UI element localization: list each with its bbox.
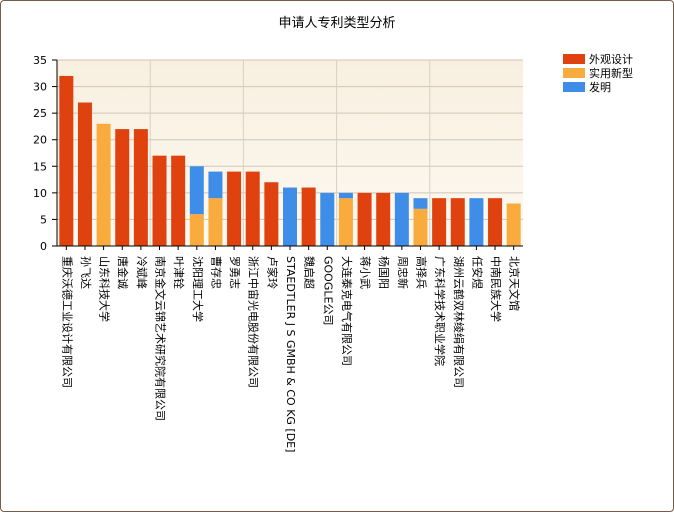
- x-tick-label: 杨国阳: [377, 256, 391, 289]
- bar-segment: [338, 192, 353, 199]
- bar-segment: [171, 155, 186, 246]
- legend-label: 实用新型: [589, 66, 633, 80]
- y-tick-label: 0: [40, 240, 47, 253]
- x-tick-label: 北京天文馆: [508, 256, 522, 311]
- x-tick-label: 周忠新: [396, 256, 410, 289]
- y-tick-label: 35: [33, 54, 47, 67]
- bar-segment: [208, 198, 223, 246]
- bar-segment: [432, 198, 447, 246]
- x-tick-label: 蒋小武: [359, 256, 372, 289]
- bar-segment: [189, 166, 204, 215]
- bars-group: [59, 75, 521, 246]
- bar-segment: [96, 123, 111, 246]
- x-tick-label: 中南民族大学: [489, 256, 503, 322]
- bar-segment: [283, 187, 297, 246]
- y-tick-label: 25: [33, 107, 47, 120]
- x-axis-labels: 重庆沃德工业设计有限公司 孙飞达 山东科技大学 唐金诚 冷斌峰 南京金文云锦艺术研究院有限…: [60, 246, 522, 452]
- x-tick-label: 南京金文云锦艺术研究院有限公司: [154, 256, 168, 421]
- bar-segment: [189, 214, 204, 246]
- bar-segment: [357, 192, 372, 246]
- bar-segment: [208, 171, 223, 199]
- x-tick-label: 浙江中宙光电股份有限公司: [247, 256, 261, 388]
- bar-segment: [152, 155, 167, 246]
- bar-segment: [488, 198, 503, 246]
- x-tick-label: STAEDTLER J S GMBH & CO KG [DE]: [284, 256, 297, 452]
- bar-segment: [320, 192, 335, 246]
- x-tick-label: 湖州云鹤双林绫绢有限公司: [452, 256, 466, 388]
- x-tick-label: 大连泰克电气有限公司: [340, 256, 354, 366]
- x-tick-label: 曹存忠: [209, 256, 223, 289]
- legend-label: 外观设计: [589, 53, 633, 66]
- x-tick-label: 高择兵: [414, 256, 428, 289]
- y-tick-label: 10: [33, 187, 47, 200]
- x-tick-label: 孙飞达: [79, 256, 92, 289]
- legend-label: 发明: [589, 80, 611, 94]
- bar-segment: [469, 198, 484, 246]
- bar-segment: [59, 75, 74, 246]
- x-tick-label: 冷斌峰: [135, 256, 148, 289]
- x-tick-label: 山东科技大学: [98, 256, 112, 322]
- legend-swatch: [563, 68, 585, 78]
- bar-segment: [394, 192, 409, 246]
- y-axis-ticks: 0 5 10 15 20 25 30 35: [33, 54, 57, 253]
- bar-segment: [413, 208, 428, 246]
- legend-swatch: [563, 82, 585, 92]
- bar-segment: [245, 171, 260, 246]
- x-tick-label: 重庆沃德工业设计有限公司: [60, 256, 74, 388]
- bar-segment: [264, 182, 279, 246]
- chart-title: 申请人专利类型分析: [278, 16, 395, 31]
- bar-segment: [413, 198, 428, 209]
- bar-segment: [115, 129, 130, 246]
- bar-segment: [77, 102, 92, 246]
- x-tick-label: 沈阳理工大学: [191, 256, 205, 322]
- x-tick-label: 任安煜: [470, 256, 484, 289]
- bar-segment: [227, 171, 242, 246]
- x-tick-label: 罗勇志: [228, 256, 241, 289]
- y-tick-label: 20: [33, 134, 47, 147]
- bar-segment: [338, 198, 353, 246]
- legend-swatch: [563, 54, 585, 64]
- y-tick-label: 15: [33, 160, 47, 173]
- x-tick-label: 广东科学技术职业学院: [433, 256, 447, 366]
- x-tick-label: GOOGLE公司: [321, 256, 334, 325]
- x-tick-label: 卢家玲: [265, 256, 279, 289]
- x-tick-label: 魏启超: [303, 256, 317, 289]
- x-tick-label: 叶津铨: [172, 256, 186, 289]
- bar-segment: [506, 203, 521, 246]
- bar-segment: [376, 192, 391, 246]
- bar-segment: [301, 187, 316, 246]
- x-tick-label: 唐金诚: [116, 256, 130, 289]
- y-tick-label: 5: [40, 213, 47, 226]
- y-tick-label: 30: [33, 81, 47, 94]
- bar-segment: [450, 198, 465, 246]
- bar-segment: [133, 129, 148, 246]
